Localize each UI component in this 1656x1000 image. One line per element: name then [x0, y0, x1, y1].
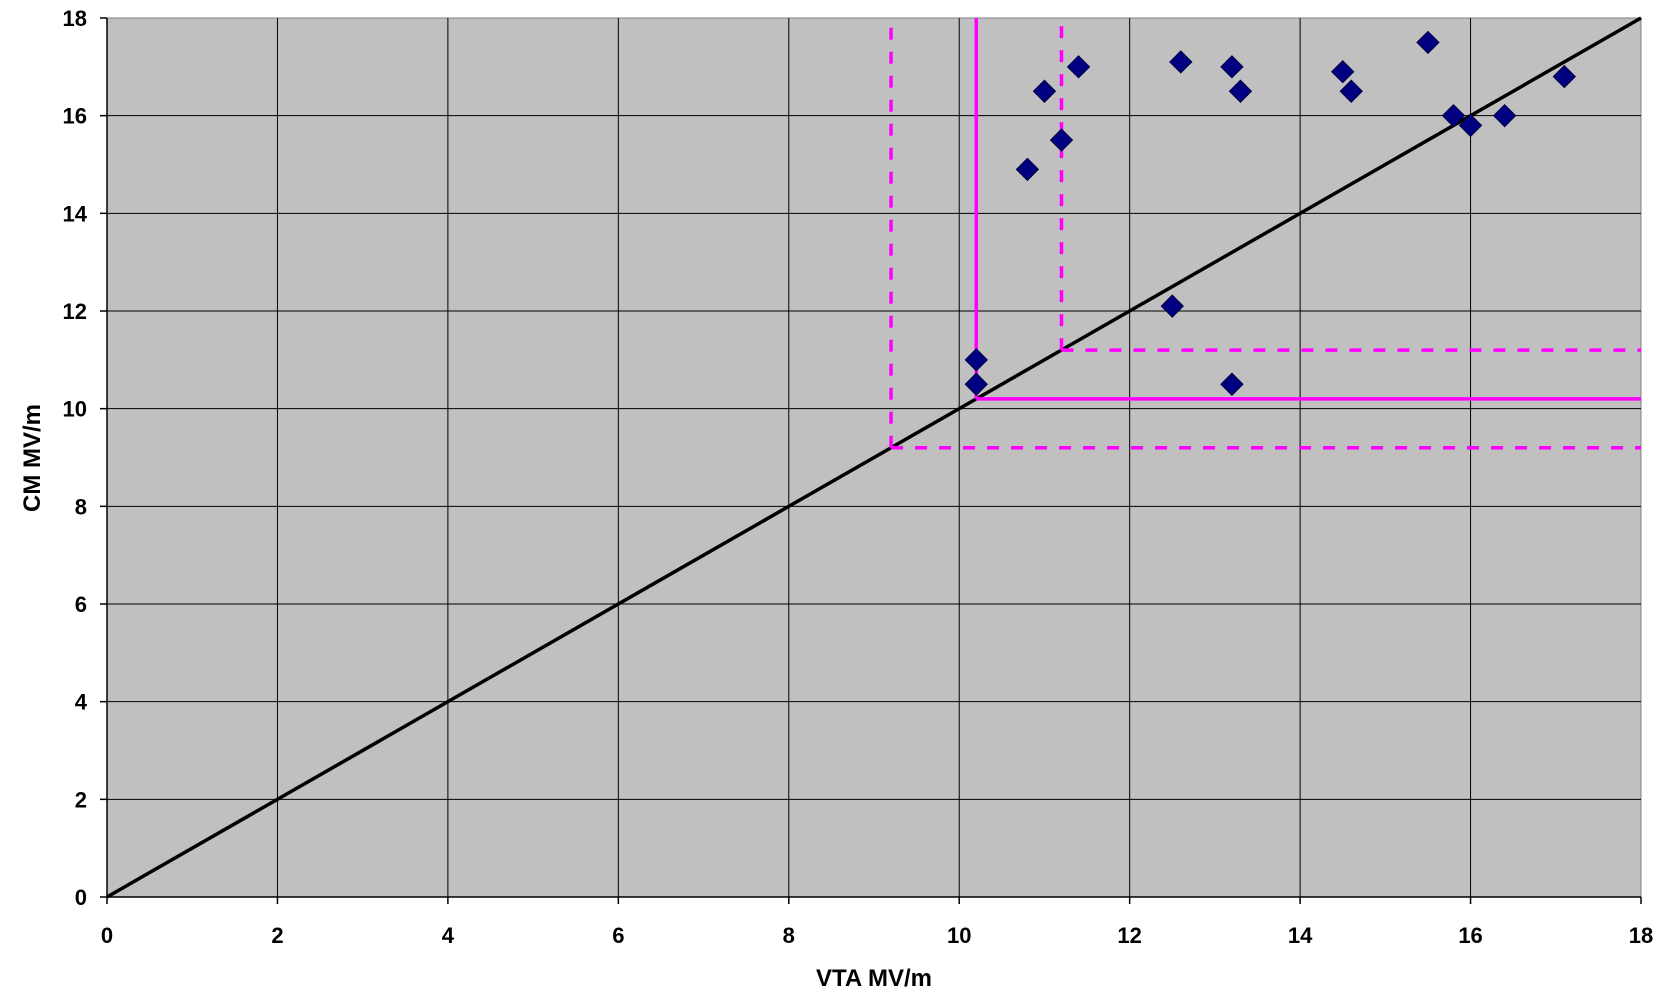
data-point [1416, 30, 1440, 55]
data-point [1049, 128, 1074, 152]
data-point [1228, 79, 1253, 103]
data-point [964, 372, 988, 396]
data-point [1015, 157, 1040, 182]
x-tick-label: 14 [1288, 923, 1313, 948]
data-point [1169, 50, 1193, 74]
axes [100, 17, 1642, 904]
data-point [1339, 79, 1363, 103]
x-tick-label: 16 [1458, 923, 1482, 948]
data-point [1441, 103, 1466, 128]
reference-lines [106, 16, 1642, 899]
data-points [964, 30, 1577, 396]
x-axis-label: VTA MV/m [816, 965, 932, 992]
x-tick-label: 10 [947, 923, 971, 948]
tick-labels: 0 2 4 6 8 10 12 14 16 18 0 2 4 6 8 10 12 14 16 18 [63, 6, 1654, 948]
data-point [964, 348, 988, 372]
x-tick-label: 6 [612, 923, 624, 948]
x-tick-label: 4 [442, 923, 455, 948]
x-tick-label: 2 [271, 923, 283, 948]
x-tick-label: 8 [783, 923, 795, 948]
data-point [1066, 55, 1091, 79]
y-tick-label: 6 [75, 592, 87, 617]
x-tick-label: 0 [101, 923, 113, 948]
y-axis-label: CM MV/m [19, 404, 46, 512]
data-point [1552, 64, 1577, 89]
data-point [1458, 113, 1483, 138]
data-point [1160, 294, 1184, 318]
y-tick-label: 12 [63, 299, 87, 324]
data-point [1220, 372, 1244, 396]
data-point [1492, 103, 1517, 128]
y-tick-label: 16 [63, 104, 87, 129]
data-point [1331, 60, 1355, 84]
y-tick-label: 14 [63, 201, 88, 226]
y-tick-label: 2 [75, 787, 87, 812]
x-tick-label: 18 [1629, 923, 1653, 948]
data-point [1032, 79, 1057, 103]
reference-line-diagonal [106, 16, 1642, 899]
x-tick-label: 12 [1117, 923, 1141, 948]
grid-lines [107, 18, 1641, 897]
data-point [1220, 55, 1244, 79]
y-tick-label: 18 [63, 6, 87, 31]
y-tick-label: 0 [75, 885, 87, 910]
y-tick-label: 4 [75, 690, 88, 715]
y-tick-label: 8 [75, 494, 87, 519]
y-tick-label: 10 [63, 397, 87, 422]
